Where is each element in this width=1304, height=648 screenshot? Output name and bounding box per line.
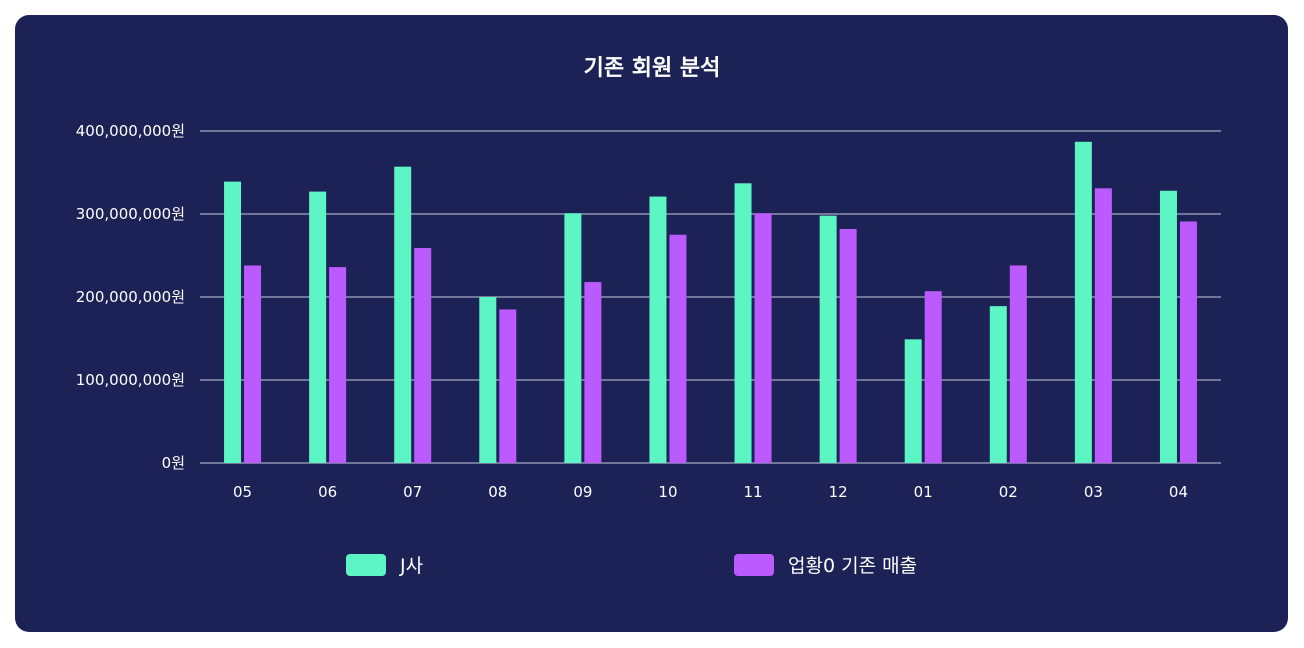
legend-label: J사 [400, 555, 424, 577]
bar-series-2-04[interactable] [1179, 221, 1197, 463]
x-tick-label: 02 [999, 483, 1018, 501]
bar-series-1-09[interactable] [564, 213, 582, 463]
legend-item-series-1[interactable]: J사 [346, 551, 423, 578]
bar-series-1-01[interactable] [904, 339, 922, 463]
bar-series-2-06[interactable] [329, 267, 347, 463]
x-tick-label: 06 [318, 483, 337, 501]
bar-series-2-10[interactable] [669, 234, 687, 463]
x-tick-label: 05 [233, 483, 252, 501]
legend-item-series-2[interactable]: 업황0 기존 매출 [734, 551, 917, 578]
y-tick-label: 400,000,000원 [76, 122, 185, 140]
bar-series-1-10[interactable] [649, 196, 667, 463]
y-tick-label: 0원 [162, 454, 185, 472]
x-tick-label: 10 [658, 483, 677, 501]
y-tick-label: 100,000,000원 [76, 371, 185, 389]
bar-series-2-11[interactable] [754, 213, 772, 463]
chart-title: 기존 회원 분석 [583, 56, 721, 81]
bar-series-2-02[interactable] [1009, 265, 1027, 463]
bar-series-2-03[interactable] [1094, 188, 1112, 463]
bar-series-2-05[interactable] [244, 265, 262, 463]
bar-series-2-09[interactable] [584, 282, 602, 463]
x-tick-label: 12 [829, 483, 848, 501]
legend-label: 업황0 기존 매출 [788, 555, 918, 577]
bar-series-2-08[interactable] [499, 309, 517, 463]
bar-series-2-01[interactable] [924, 291, 942, 463]
bar-series-1-12[interactable] [819, 215, 837, 463]
x-tick-label: 04 [1169, 483, 1188, 501]
legend-swatch [346, 553, 386, 576]
bar-series-1-11[interactable] [734, 183, 752, 464]
bar-series-2-07[interactable] [414, 248, 432, 463]
legend-swatch [734, 553, 774, 576]
x-tick-label: 11 [743, 483, 762, 501]
bar-series-2-12[interactable] [839, 228, 857, 463]
y-tick-label: 300,000,000원 [76, 205, 185, 223]
bar-series-1-05[interactable] [224, 181, 242, 463]
bar-series-1-03[interactable] [1074, 141, 1092, 464]
y-tick-label: 200,000,000원 [76, 288, 185, 306]
bar-series-1-04[interactable] [1159, 190, 1177, 463]
x-tick-label: 07 [403, 483, 422, 501]
x-tick-label: 01 [914, 483, 933, 501]
bar-series-1-08[interactable] [479, 297, 497, 463]
x-tick-label: 03 [1084, 483, 1103, 501]
x-tick-label: 08 [488, 483, 507, 501]
x-tick-label: 09 [573, 483, 592, 501]
bar-series-1-06[interactable] [309, 191, 327, 463]
bar-series-1-02[interactable] [989, 306, 1007, 463]
bar-series-1-07[interactable] [394, 166, 412, 463]
